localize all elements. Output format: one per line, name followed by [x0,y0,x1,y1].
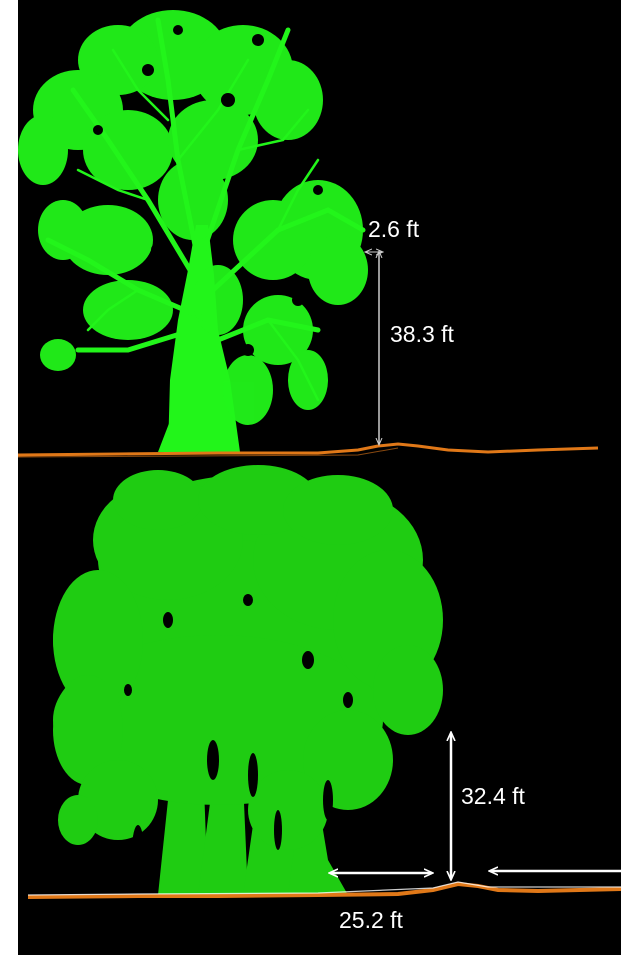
lower-tree [53,465,443,895]
upper-height-label: 38.3 ft [390,321,454,347]
upper-gap-label: 2.6 ft [368,216,420,242]
lower-width-label: 25.2 ft [339,907,403,933]
lower-ground-line [27,881,621,899]
point-cloud-canvas [18,10,621,899]
lower-height-label: 32.4 ft [461,783,525,809]
lower-tree-gaps [124,594,353,875]
upper-ground-line [18,442,599,457]
point-cloud-viewport: 2.6 ft 38.3 ft 32.4 ft 25.2 ft [18,0,621,955]
upper-tree [18,10,368,452]
